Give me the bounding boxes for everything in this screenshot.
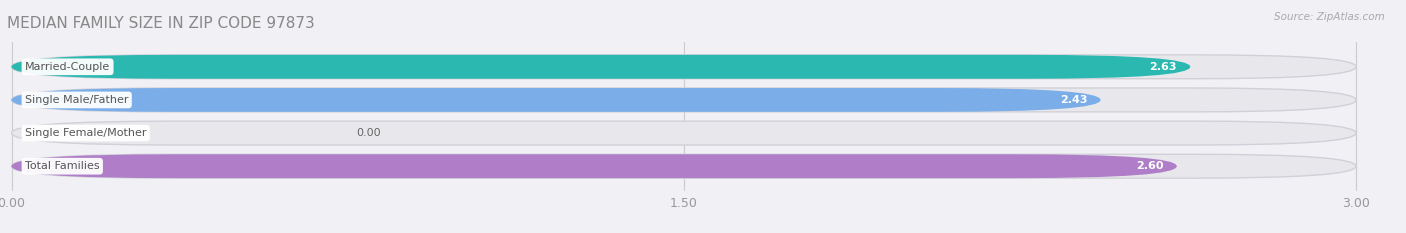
Text: 2.60: 2.60 xyxy=(1136,161,1163,171)
FancyBboxPatch shape xyxy=(11,55,1191,79)
FancyBboxPatch shape xyxy=(11,154,1355,178)
Text: 2.43: 2.43 xyxy=(1060,95,1087,105)
Text: Source: ZipAtlas.com: Source: ZipAtlas.com xyxy=(1274,12,1385,22)
Text: 0.00: 0.00 xyxy=(357,128,381,138)
Text: Single Female/Mother: Single Female/Mother xyxy=(25,128,146,138)
Text: 2.63: 2.63 xyxy=(1149,62,1177,72)
FancyBboxPatch shape xyxy=(11,88,1101,112)
FancyBboxPatch shape xyxy=(11,121,1355,145)
Text: MEDIAN FAMILY SIZE IN ZIP CODE 97873: MEDIAN FAMILY SIZE IN ZIP CODE 97873 xyxy=(7,16,315,31)
FancyBboxPatch shape xyxy=(11,55,1355,79)
Text: Married-Couple: Married-Couple xyxy=(25,62,110,72)
Text: Total Families: Total Families xyxy=(25,161,100,171)
FancyBboxPatch shape xyxy=(11,88,1355,112)
Text: Single Male/Father: Single Male/Father xyxy=(25,95,128,105)
FancyBboxPatch shape xyxy=(11,154,1177,178)
